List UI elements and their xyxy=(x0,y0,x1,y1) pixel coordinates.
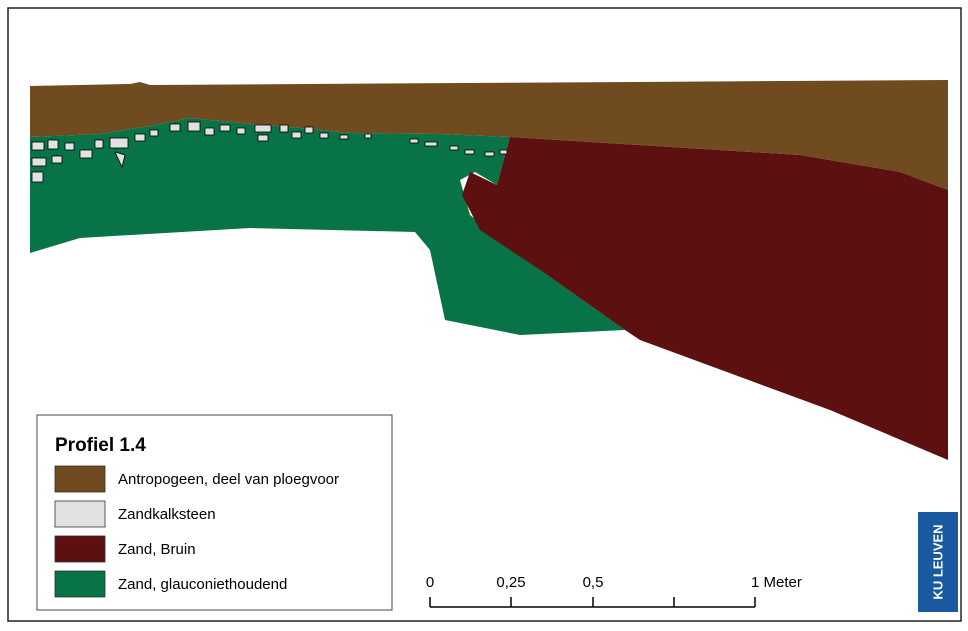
layer-anthropogenic xyxy=(30,80,948,190)
legend-label: Antropogeen, deel van ploegvoor xyxy=(118,471,339,488)
layer-glauconitic xyxy=(30,118,625,335)
logo-text: KU LEUVEN xyxy=(930,524,945,599)
legend-swatch xyxy=(54,465,106,493)
legend-label: Zand, Bruin xyxy=(118,541,196,558)
legend-label: Zand, glauconiethoudend xyxy=(118,576,287,593)
logo xyxy=(918,512,958,612)
scale-label: 0 xyxy=(426,574,434,591)
scale-bar xyxy=(429,597,756,608)
legend-title: Profiel 1.4 xyxy=(55,435,146,456)
scale-label: 1 Meter xyxy=(751,574,802,591)
limestone-blocks xyxy=(31,121,508,183)
layer-brown-sand xyxy=(462,137,948,460)
scale-label: 0,5 xyxy=(583,574,604,591)
legend-items: Antropogeen, deel van ploegvoor Zandkalks… xyxy=(54,465,339,598)
legend-swatch xyxy=(54,535,106,563)
scale-label: 0,25 xyxy=(496,574,525,591)
legend-swatch xyxy=(54,500,106,528)
legend-label: Zandkalksteen xyxy=(118,506,216,523)
legend-swatch xyxy=(54,570,106,598)
